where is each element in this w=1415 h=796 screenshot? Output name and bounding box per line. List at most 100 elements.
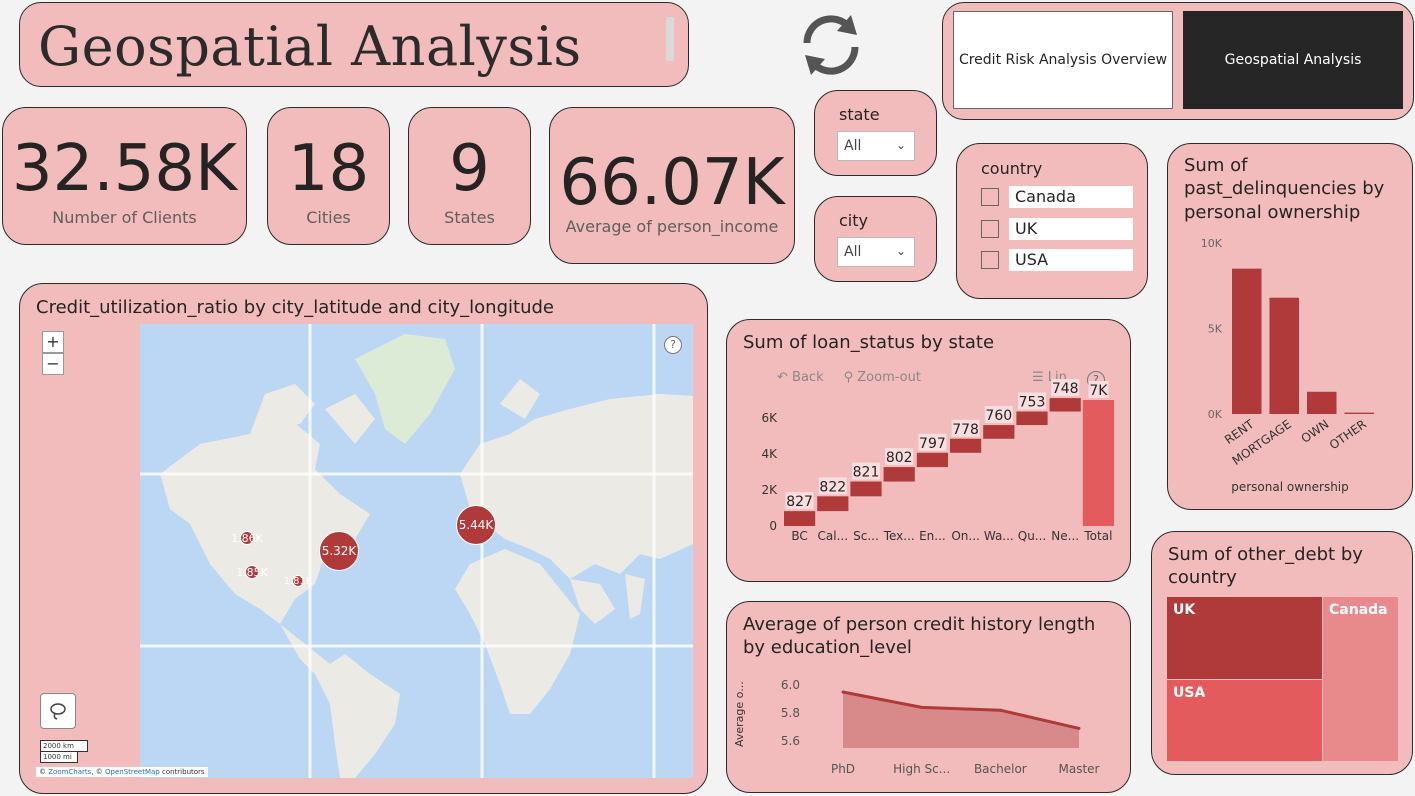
kpi-cities-value: 18 xyxy=(287,132,370,206)
map-canvas[interactable]: 5.44K 5.32K 1.86K 1.85K 1.81K xyxy=(140,324,693,778)
map-bubble[interactable]: 5.44K xyxy=(456,505,496,545)
nav-geospatial-button[interactable]: Geospatial Analysis xyxy=(1183,11,1403,109)
country-slicer: country Canada UK USA xyxy=(956,143,1148,299)
data-label-bg xyxy=(785,492,814,510)
lasso-select-button[interactable] xyxy=(40,693,76,729)
waterfall-bar xyxy=(883,467,915,482)
map-bubble-label: 1.81K xyxy=(283,575,313,587)
data-label: 802 xyxy=(886,450,913,466)
city-dropdown[interactable]: All ⌄ xyxy=(837,237,915,267)
data-label: 778 xyxy=(952,422,979,438)
checkbox-icon[interactable] xyxy=(981,220,999,238)
y-tick-label: 6.0 xyxy=(781,678,800,692)
x-tick-label: High Sc... xyxy=(893,762,950,776)
data-point xyxy=(841,690,845,694)
map-visual: Credit_utilization_ratio by city_latitud… xyxy=(19,283,708,794)
country-option[interactable]: Canada xyxy=(981,185,1133,209)
y-tick-label: 0K xyxy=(1208,408,1223,421)
data-point xyxy=(920,705,924,709)
kpi-cities-card: 18 Cities xyxy=(267,107,390,245)
map-bubble[interactable]: 5.32K xyxy=(319,531,359,571)
map-bubble-label: 1.86K xyxy=(231,531,263,545)
y-tick-label: 6K xyxy=(761,411,778,425)
bar xyxy=(1307,391,1337,414)
state-dropdown-value: All xyxy=(844,138,862,154)
data-label: 748 xyxy=(1052,381,1079,397)
chevron-down-icon: ⌄ xyxy=(895,244,906,258)
history-visual: Average of person credit history length … xyxy=(726,601,1131,793)
map-bubble[interactable]: 1.81K xyxy=(284,575,312,587)
waterfall-chart: 0 2K 4K 6K 827 BC 822 Cal... 821 Sc... 802 Tex... 79… xyxy=(761,379,1114,543)
waterfall-bar xyxy=(950,438,982,453)
map-bubble[interactable]: 1.85K xyxy=(236,565,268,579)
x-tick-label: Wa... xyxy=(984,529,1014,543)
data-label: 797 xyxy=(919,436,946,452)
country-option[interactable]: UK xyxy=(981,217,1133,241)
map-bubble-label: 1.85K xyxy=(236,565,268,579)
kpi-clients-card: 32.58K Number of Clients xyxy=(2,107,247,245)
checkbox-icon[interactable] xyxy=(981,188,999,206)
zoom-in-button[interactable]: + xyxy=(42,331,64,353)
attribution-prefix: © xyxy=(39,768,46,776)
kpi-income-card: 66.07K Average of person_income xyxy=(549,107,795,264)
lasso-icon xyxy=(50,703,66,720)
nav-overview-button[interactable]: Credit Risk Analysis Overview xyxy=(953,11,1173,109)
x-tick-label: BC xyxy=(791,529,807,543)
x-tick-label: Qu... xyxy=(1018,529,1047,543)
back-button[interactable]: ↶ Back xyxy=(777,370,824,385)
scale-mi: 1000 mi xyxy=(40,751,78,763)
zoomcharts-link[interactable]: ZoomCharts xyxy=(48,768,92,776)
ownership-visual: Sum of past_delinquencies by personal ow… xyxy=(1167,143,1413,510)
title-card: Geospatial Analysis xyxy=(19,2,689,87)
title-scrollbar[interactable] xyxy=(666,17,674,61)
data-point xyxy=(998,708,1002,712)
state-slicer: state All ⌄ xyxy=(814,90,937,176)
data-label: 822 xyxy=(819,479,846,495)
data-label: 760 xyxy=(985,408,1012,424)
osm-link[interactable]: OpenStreetMap xyxy=(105,768,160,776)
treemap-label: USA xyxy=(1173,685,1206,701)
ownership-title: Sum of past_delinquencies by personal ow… xyxy=(1184,155,1385,223)
data-label-bg xyxy=(885,448,914,466)
treemap-cell-uk[interactable]: UK xyxy=(1167,597,1322,679)
data-label-bg xyxy=(1018,392,1046,410)
x-tick-label: Bachelor xyxy=(974,762,1027,776)
attribution-mid: , © xyxy=(91,768,103,776)
treemap-cell-usa[interactable]: USA xyxy=(1167,680,1322,761)
map-bubble-label: 5.32K xyxy=(321,544,357,558)
kpi-cities-label: Cities xyxy=(306,208,351,227)
y-tick-label: 2K xyxy=(761,483,778,497)
treemap-label: Canada xyxy=(1329,602,1388,618)
city-dropdown-value: All xyxy=(844,244,862,260)
zoom-out-button[interactable]: − xyxy=(42,353,64,375)
chevron-down-icon: ⌄ xyxy=(895,138,906,152)
x-tick-label: PhD xyxy=(831,762,855,776)
country-option-label: USA xyxy=(1009,249,1133,271)
data-label-bg xyxy=(852,462,880,480)
data-label-bg xyxy=(818,477,847,495)
waterfall-bar xyxy=(784,511,816,526)
bar xyxy=(1344,412,1374,414)
kpi-states-card: 9 States xyxy=(408,107,531,245)
map-bubble[interactable]: 1.86K xyxy=(231,531,263,545)
refresh-icon[interactable] xyxy=(793,7,869,83)
page-title: Geospatial Analysis xyxy=(38,15,582,78)
state-dropdown[interactable]: All ⌄ xyxy=(837,131,915,161)
zoom-out-tool[interactable]: ⚲ Zoom-out xyxy=(843,370,921,385)
x-tick-label: Ne... xyxy=(1051,529,1079,543)
map-bubble-label: 5.44K xyxy=(458,518,494,532)
x-tick-label: Sc... xyxy=(853,529,879,543)
country-option[interactable]: USA xyxy=(981,248,1133,272)
x-tick-label: Master xyxy=(1059,762,1100,776)
help-icon[interactable]: ? xyxy=(664,336,682,354)
treemap-cell-canada[interactable]: Canada xyxy=(1323,597,1398,761)
kpi-income-value: 66.07K xyxy=(559,146,785,220)
area-fill xyxy=(843,692,1079,748)
y-tick-label: 5K xyxy=(1208,323,1223,336)
x-tick-label: En... xyxy=(919,529,946,543)
x-tick-label: Total xyxy=(1083,529,1112,543)
checkbox-icon[interactable] xyxy=(981,251,999,269)
data-point xyxy=(1077,726,1081,730)
map-attribution: © ZoomCharts, © OpenStreetMap contributo… xyxy=(36,767,208,777)
waterfall-bar xyxy=(817,496,849,512)
